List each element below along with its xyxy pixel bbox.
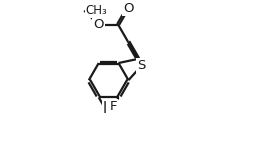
Text: CH₃: CH₃: [86, 4, 107, 17]
Text: F: F: [109, 100, 117, 113]
Text: O: O: [123, 2, 133, 15]
Text: O: O: [93, 18, 104, 31]
Text: I: I: [103, 101, 107, 116]
Text: S: S: [137, 59, 146, 72]
